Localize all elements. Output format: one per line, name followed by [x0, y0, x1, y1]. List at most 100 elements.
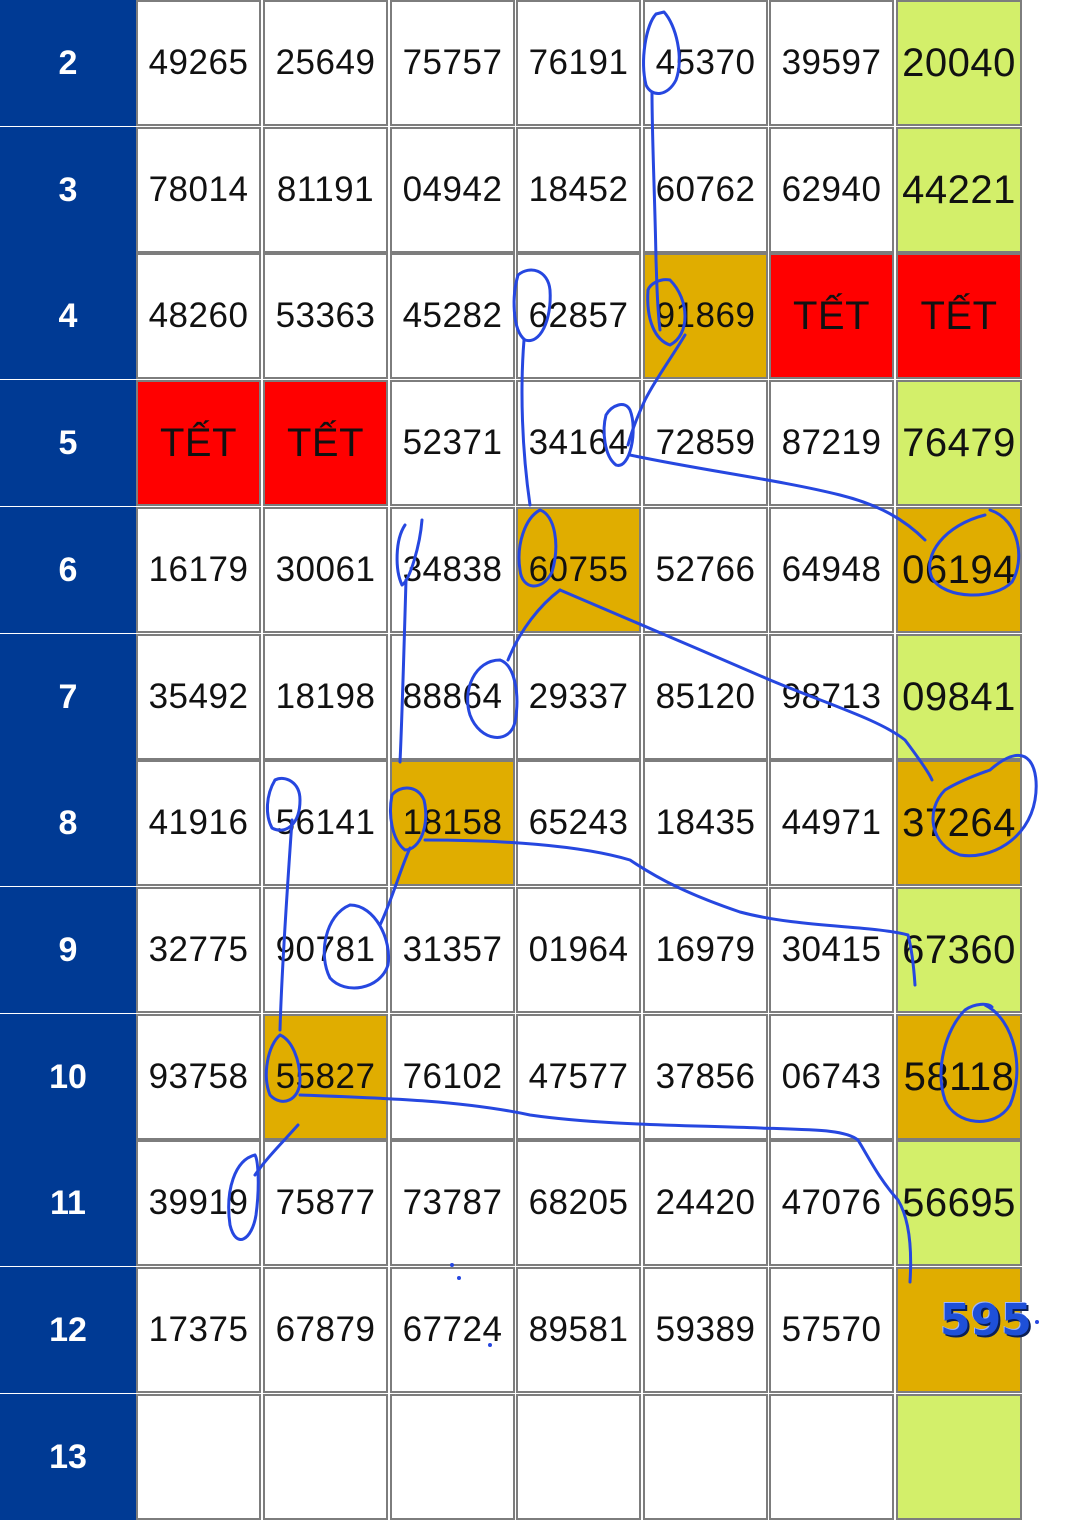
number-cell: 91869 — [643, 253, 768, 379]
number-cell — [263, 1394, 388, 1520]
tet-cell: TẾT — [896, 253, 1022, 379]
number-cell: 37856 — [643, 1014, 768, 1140]
number-cell: 16179 — [136, 507, 261, 633]
number-cell: 89581 — [516, 1267, 641, 1393]
overlay-number: 595 — [940, 1294, 1032, 1346]
number-cell: 44221 — [896, 127, 1022, 253]
number-cell: 34164 — [516, 380, 641, 506]
number-cell: 81191 — [263, 127, 388, 253]
number-cell: 55827 — [263, 1014, 388, 1140]
number-cell: 56141 — [263, 760, 388, 886]
number-cell — [516, 1394, 641, 1520]
number-cell: 67879 — [263, 1267, 388, 1393]
number-cell: 68205 — [516, 1140, 641, 1266]
row-label: 3 — [0, 127, 136, 253]
tet-cell: TẾT — [263, 380, 388, 506]
number-cell: 93758 — [136, 1014, 261, 1140]
number-cell: 78014 — [136, 127, 261, 253]
number-cell: 60755 — [516, 507, 641, 633]
number-cell: 56695 — [896, 1140, 1022, 1266]
number-cell: 06194 — [896, 507, 1022, 633]
number-cell: 31357 — [390, 887, 515, 1013]
row-label: 5 — [0, 380, 136, 506]
number-cell: 73787 — [390, 1140, 515, 1266]
number-cell: 47076 — [769, 1140, 894, 1266]
row-label: 11 — [0, 1140, 136, 1266]
number-cell: 76102 — [390, 1014, 515, 1140]
number-cell: 49265 — [136, 0, 261, 126]
number-cell: 62940 — [769, 127, 894, 253]
row-label: 7 — [0, 634, 136, 760]
tet-cell: TẾT — [136, 380, 261, 506]
table-row: 7 35492 18198 88864 29337 85120 98713 09841 — [0, 634, 1022, 760]
number-cell: 37264 — [896, 760, 1022, 886]
table-row: 6 16179 30061 34838 60755 52766 64948 06194 — [0, 507, 1022, 633]
number-cell: 88864 — [390, 634, 515, 760]
number-cell: 53363 — [263, 253, 388, 379]
number-cell: 72859 — [643, 380, 768, 506]
number-cell: 67724 — [390, 1267, 515, 1393]
number-cell — [769, 1394, 894, 1520]
number-cell: 18158 — [390, 760, 515, 886]
number-cell — [896, 1394, 1022, 1520]
number-cell: 76191 — [516, 0, 641, 126]
number-cell: 45370 — [643, 0, 768, 126]
number-cell: 18198 — [263, 634, 388, 760]
number-cell: 29337 — [516, 634, 641, 760]
number-cell — [390, 1394, 515, 1520]
number-cell: 35492 — [136, 634, 261, 760]
number-cell: 76479 — [896, 380, 1022, 506]
number-cell: 75757 — [390, 0, 515, 126]
number-cell: 45282 — [390, 253, 515, 379]
number-cell: 75877 — [263, 1140, 388, 1266]
table-row: 4 48260 53363 45282 62857 91869 TẾT TẾT — [0, 253, 1022, 379]
number-cell: 18435 — [643, 760, 768, 886]
number-cell: 30061 — [263, 507, 388, 633]
number-cell: 16979 — [643, 887, 768, 1013]
number-cell: 01964 — [516, 887, 641, 1013]
number-cell: 06743 — [769, 1014, 894, 1140]
number-cell: 90781 — [263, 887, 388, 1013]
number-cell: 39919 — [136, 1140, 261, 1266]
number-cell: 39597 — [769, 0, 894, 126]
number-cell: 47577 — [516, 1014, 641, 1140]
table-row: 3 78014 81191 04942 18452 60762 62940 44221 — [0, 127, 1022, 253]
number-cell: 25649 — [263, 0, 388, 126]
number-cell: 62857 — [516, 253, 641, 379]
row-label: 4 — [0, 253, 136, 379]
number-cell: 67360 — [896, 887, 1022, 1013]
table-row: 9 32775 90781 31357 01964 16979 30415 67360 — [0, 887, 1022, 1013]
table-row: 12 17375 67879 67724 89581 59389 57570 — [0, 1267, 1022, 1393]
number-cell: 09841 — [896, 634, 1022, 760]
row-label: 13 — [0, 1394, 136, 1520]
number-cell: 41916 — [136, 760, 261, 886]
row-label: 8 — [0, 760, 136, 886]
number-cell: 24420 — [643, 1140, 768, 1266]
number-cell: 98713 — [769, 634, 894, 760]
number-cell: 20040 — [896, 0, 1022, 126]
number-cell: 59389 — [643, 1267, 768, 1393]
number-cell — [136, 1394, 261, 1520]
number-cell — [643, 1394, 768, 1520]
number-cell: 18452 — [516, 127, 641, 253]
number-cell: 60762 — [643, 127, 768, 253]
number-cell: 44971 — [769, 760, 894, 886]
number-cell: 04942 — [390, 127, 515, 253]
number-grid: 2 49265 25649 75757 76191 45370 39597 20040 3 780… — [0, 0, 1022, 1520]
number-cell: 58118 — [896, 1014, 1022, 1140]
number-cell: 34838 — [390, 507, 515, 633]
number-cell: 65243 — [516, 760, 641, 886]
row-label: 12 — [0, 1267, 136, 1393]
table-row: 2 49265 25649 75757 76191 45370 39597 20040 — [0, 0, 1022, 126]
number-cell: 64948 — [769, 507, 894, 633]
number-cell: 17375 — [136, 1267, 261, 1393]
number-cell: 52371 — [390, 380, 515, 506]
number-cell: 57570 — [769, 1267, 894, 1393]
number-cell: 48260 — [136, 253, 261, 379]
row-label: 2 — [0, 0, 136, 126]
number-cell — [896, 1267, 1022, 1393]
table-row: 5 TẾT TẾT 52371 34164 72859 87219 76479 — [0, 380, 1022, 506]
number-cell: 52766 — [643, 507, 768, 633]
number-cell: 85120 — [643, 634, 768, 760]
row-label: 10 — [0, 1014, 136, 1140]
